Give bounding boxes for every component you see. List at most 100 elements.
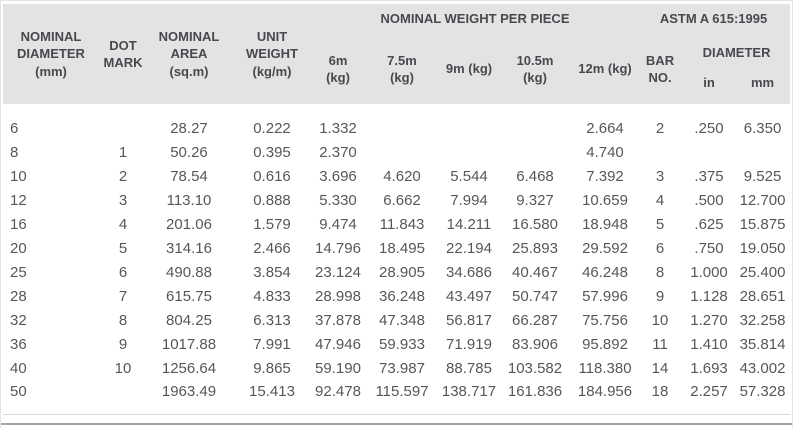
cell-diameter-mm: 35.814 [739, 335, 786, 353]
cell-weight-7-5m: 59.933 [379, 335, 425, 353]
table-row: 16 4 201.06 1.579 9.474 11.843 14.211 16… [3, 212, 790, 236]
cell-weight-6m: 37.878 [315, 311, 361, 329]
cell-nominal-area: 113.10 [166, 191, 212, 209]
col-header-12m: 12m (kg) [573, 34, 638, 104]
cell-weight-10-5m: 83.906 [512, 335, 558, 353]
cell-unit-weight: 0.888 [253, 191, 291, 209]
cell-weight-7-5m: 47.348 [379, 311, 425, 329]
cell-weight-9m: 71.919 [446, 335, 492, 353]
cell-nominal-diameter: 10 [10, 167, 27, 185]
cell-diameter-in: 1.128 [690, 287, 728, 305]
cell-weight-6m: 92.478 [315, 383, 361, 401]
cell-nominal-area: 78.54 [170, 167, 208, 185]
cell-diameter-in: .500 [694, 191, 724, 209]
col-header-in: in [683, 72, 736, 104]
cell-weight-6m: 2.370 [319, 143, 357, 161]
cell-weight-7-5m: 18.495 [379, 239, 425, 257]
cell-weight-9m: 5.544 [450, 167, 488, 185]
cell-bar-no: 6 [655, 239, 665, 257]
cell-nominal-diameter: 32 [10, 311, 27, 329]
cell-diameter-mm: 6.350 [743, 119, 782, 137]
cell-diameter-in [683, 140, 735, 164]
header-row-units: in mm [3, 72, 791, 104]
cell-bar-no: 8 [655, 263, 665, 281]
cell-diameter-mm: 28.651 [739, 287, 786, 305]
cell-diameter-in: 2.257 [690, 383, 728, 401]
cell-diameter-in: 1.693 [690, 359, 728, 377]
cell-diameter-in: .750 [694, 239, 724, 257]
cell-weight-10-5m: 66.287 [512, 311, 558, 329]
cell-unit-weight: 6.313 [253, 311, 291, 329]
cell-weight-9m: 43.497 [446, 287, 492, 305]
cell-diameter-in: 1.270 [690, 311, 728, 329]
cell-diameter-in: .250 [694, 119, 724, 137]
cell-dot-mark: 9 [118, 335, 128, 353]
cell-weight-12m: 18.948 [582, 215, 628, 233]
cell-weight-6m: 14.796 [315, 239, 361, 257]
cell-unit-weight: 9.865 [253, 359, 291, 377]
table-body: 6 28.27 0.222 1.332 2.664 2 .250 6.350 8… [3, 104, 790, 414]
cell-nominal-diameter: 25 [10, 263, 27, 281]
cell-diameter-mm: 15.875 [739, 215, 786, 233]
cell-diameter-mm: 12.700 [739, 191, 786, 209]
cell-weight-6m: 23.124 [315, 263, 361, 281]
cell-nominal-diameter: 8 [10, 143, 19, 161]
cell-unit-weight: 1.579 [253, 215, 291, 233]
header-row-groups: NOMINAL DIAMETER (mm) DOT MARK NOMINAL A… [3, 4, 791, 104]
cell-diameter-mm: 19.050 [739, 239, 786, 257]
cell-unit-weight: 4.833 [253, 287, 291, 305]
cell-nominal-diameter: 40 [10, 359, 27, 377]
cell-weight-7-5m: 4.620 [383, 167, 421, 185]
cell-diameter-in: .625 [694, 215, 724, 233]
table-row: 20 5 314.16 2.466 14.796 18.495 22.194 2… [3, 236, 790, 260]
cell-nominal-area: 1256.64 [161, 359, 217, 377]
cell-weight-9m: 138.717 [441, 383, 497, 401]
cell-dot-mark: 10 [114, 359, 132, 377]
cell-unit-weight: 0.395 [253, 143, 291, 161]
col-header-7-5m: 7.5m (kg) [363, 34, 441, 104]
cell-nominal-diameter: 50 [10, 383, 27, 401]
cell-dot-mark: 3 [118, 191, 128, 209]
cell-diameter-mm: 32.258 [739, 311, 786, 329]
cell-nominal-diameter: 28 [10, 287, 27, 305]
cell-weight-7-5m: 28.905 [379, 263, 425, 281]
cell-unit-weight: 2.466 [253, 239, 291, 257]
cell-diameter-mm: 43.002 [739, 359, 786, 377]
cell-weight-6m: 59.190 [315, 359, 361, 377]
cell-bar-no: 3 [655, 167, 665, 185]
cell-diameter-in: .375 [694, 167, 724, 185]
group-header-astm: ASTM A 615:1995 [637, 4, 791, 34]
cell-dot-mark: 4 [118, 215, 128, 233]
cell-nominal-area: 314.16 [166, 239, 212, 257]
cell-weight-12m: 57.996 [582, 287, 628, 305]
cell-dot-mark [99, 380, 147, 414]
cell-weight-10-5m: 40.467 [512, 263, 558, 281]
cell-bar-no: 14 [651, 359, 669, 377]
cell-weight-7-5m: 11.843 [379, 215, 425, 233]
cell-weight-6m: 1.332 [319, 119, 357, 137]
cell-weight-9m: 14.211 [446, 215, 492, 233]
col-header-6m: 6m (kg) [313, 34, 363, 104]
table-row: 10 2 78.54 0.616 3.696 4.620 5.544 6.468… [3, 164, 790, 188]
cell-weight-6m: 9.474 [319, 215, 357, 233]
cell-nominal-diameter: 16 [10, 215, 27, 233]
col-header-mm: mm [735, 72, 791, 104]
cell-weight-12m: 75.756 [582, 311, 628, 329]
cell-unit-weight: 0.222 [253, 119, 291, 137]
rebar-weight-table: NOMINAL DIAMETER (mm) DOT MARK NOMINAL A… [3, 4, 791, 415]
cell-weight-9m [441, 140, 497, 164]
cell-weight-10-5m: 50.747 [512, 287, 558, 305]
cell-nominal-area: 804.25 [166, 311, 212, 329]
cell-weight-10-5m [497, 140, 573, 164]
cell-weight-10-5m: 6.468 [516, 167, 554, 185]
cell-bar-no: 5 [655, 215, 665, 233]
table-row: 28 7 615.75 4.833 28.998 36.248 43.497 5… [3, 284, 790, 308]
cell-bar-no: 10 [651, 311, 669, 329]
cell-dot-mark: 2 [118, 167, 128, 185]
cell-weight-10-5m: 9.327 [516, 191, 554, 209]
cell-weight-7-5m: 73.987 [379, 359, 425, 377]
cell-weight-6m: 5.330 [319, 191, 357, 209]
cell-bar-no: 11 [652, 335, 668, 353]
cell-diameter-mm: 25.400 [739, 263, 786, 281]
table-row: 32 8 804.25 6.313 37.878 47.348 56.817 6… [3, 308, 790, 332]
